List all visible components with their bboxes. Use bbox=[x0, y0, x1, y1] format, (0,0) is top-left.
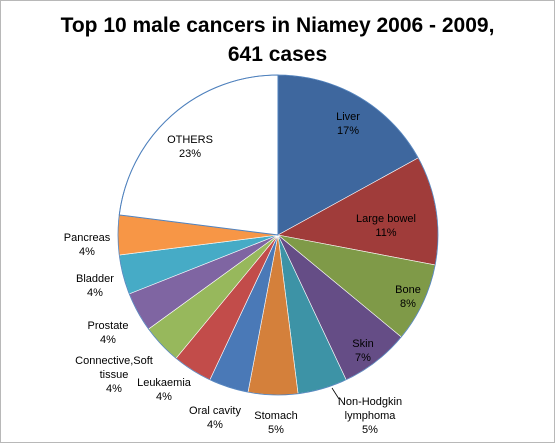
slice-label-bone: Bone 8% bbox=[395, 284, 421, 310]
pie-outline bbox=[117, 74, 439, 396]
chart-title-line-2: 641 cases bbox=[227, 43, 328, 66]
slice-label-oral-cavity: Oral cavity 4% bbox=[189, 405, 241, 431]
slice-label-non-hodgkin-lymphoma: Non-Hodgkin lymphoma 5% bbox=[338, 396, 402, 436]
slice-label-skin: Skin 7% bbox=[352, 338, 373, 364]
slice-label-large-bowel: Large bowel 11% bbox=[356, 213, 416, 239]
slice-label-prostate: Prostate 4% bbox=[88, 320, 129, 346]
slice-label-connective-soft-tissue: Connective,Soft tissue 4% bbox=[75, 355, 153, 395]
slice-label-bladder: Bladder 4% bbox=[76, 273, 114, 299]
slice-label-stomach: Stomach 5% bbox=[254, 410, 297, 436]
slice-label-others: OTHERS 23% bbox=[167, 134, 213, 160]
slice-label-leukaemia: Leukaemia 4% bbox=[137, 377, 192, 403]
slice-label-liver: Liver 17% bbox=[336, 111, 360, 137]
slice-label-pancreas: Pancreas 4% bbox=[64, 232, 111, 258]
chart-title: Top 10 male cancers in Niamey 2006 - 200… bbox=[1, 11, 554, 69]
leader-line-non-hodgkin bbox=[331, 387, 340, 400]
chart-title-line-1: Top 10 male cancers in Niamey 2006 - 200… bbox=[60, 14, 495, 37]
